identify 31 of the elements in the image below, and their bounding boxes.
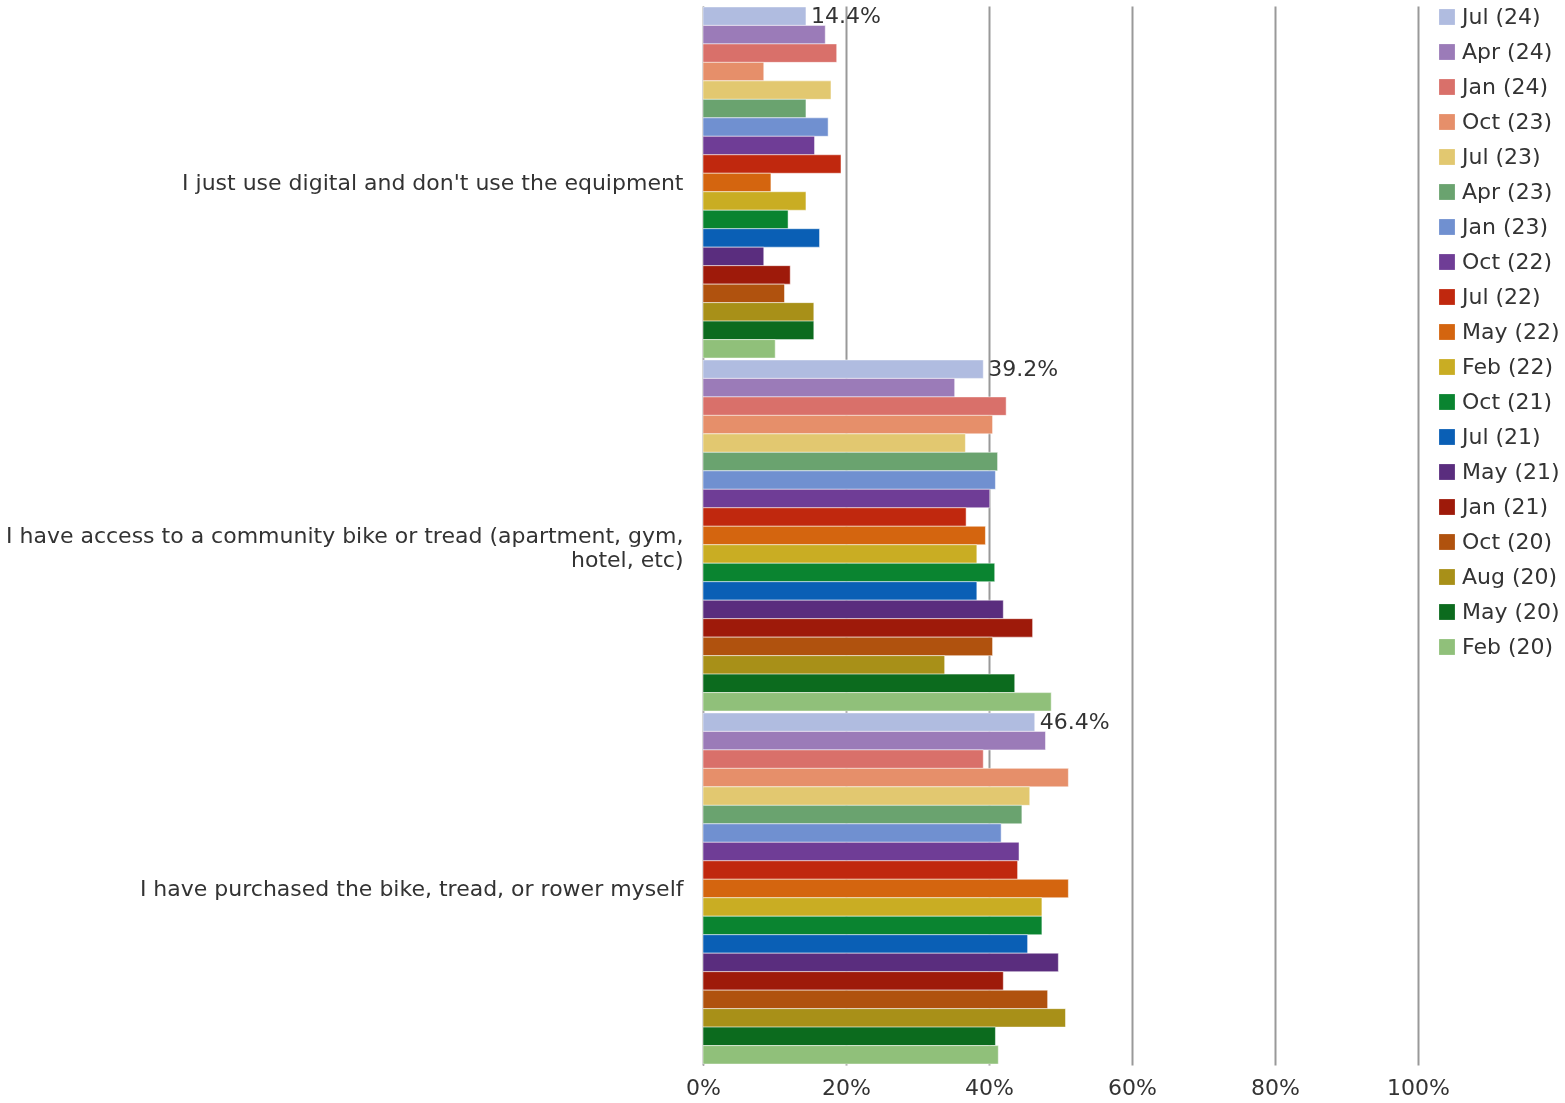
- legend-label: Oct (21): [1462, 389, 1553, 414]
- legend-label: Jan (21): [1460, 494, 1549, 519]
- legend-label: Oct (22): [1462, 249, 1553, 274]
- legend-label: Aug (20): [1462, 564, 1558, 589]
- legend-label: Feb (20): [1462, 634, 1554, 659]
- legend-label: Jan (24): [1460, 74, 1549, 99]
- y-tick-label: I just use digital and don't use the equipment: [182, 169, 684, 195]
- x-tick-label: 100%: [1387, 1074, 1450, 1100]
- x-tick-label: 80%: [1251, 1074, 1300, 1100]
- x-tick-label: 0%: [686, 1074, 721, 1100]
- legend-label: Jul (23): [1460, 144, 1541, 169]
- y-tick-label: I have access to a community bike or tread (apartment, gym, hotel, etc): [5, 522, 684, 572]
- legend-label: Feb (22): [1462, 354, 1554, 379]
- legend-label: Oct (23): [1462, 109, 1553, 134]
- x-tick-label: 60%: [1108, 1074, 1157, 1100]
- legend-label: Jan (23): [1460, 214, 1549, 239]
- legend-label: Jul (24): [1460, 4, 1541, 29]
- legend-label: Apr (24): [1462, 39, 1553, 64]
- data-label: 39.2%: [988, 356, 1059, 382]
- x-tick-label: 20%: [822, 1074, 871, 1100]
- x-tick-label: 40%: [965, 1074, 1014, 1100]
- data-label: 46.4%: [1039, 709, 1110, 735]
- legend-label: May (22): [1462, 319, 1560, 344]
- legend-label: Jul (22): [1460, 284, 1541, 309]
- legend-label: Jul (21): [1460, 424, 1541, 449]
- data-label: 14.4%: [810, 3, 881, 29]
- legend-label: Apr (23): [1462, 179, 1553, 204]
- legend-label: Oct (20): [1462, 529, 1553, 554]
- legend-label: May (21): [1462, 459, 1560, 484]
- legend-label: May (20): [1462, 599, 1560, 624]
- y-tick-label: I have purchased the bike, tread, or rower myself: [139, 875, 685, 901]
